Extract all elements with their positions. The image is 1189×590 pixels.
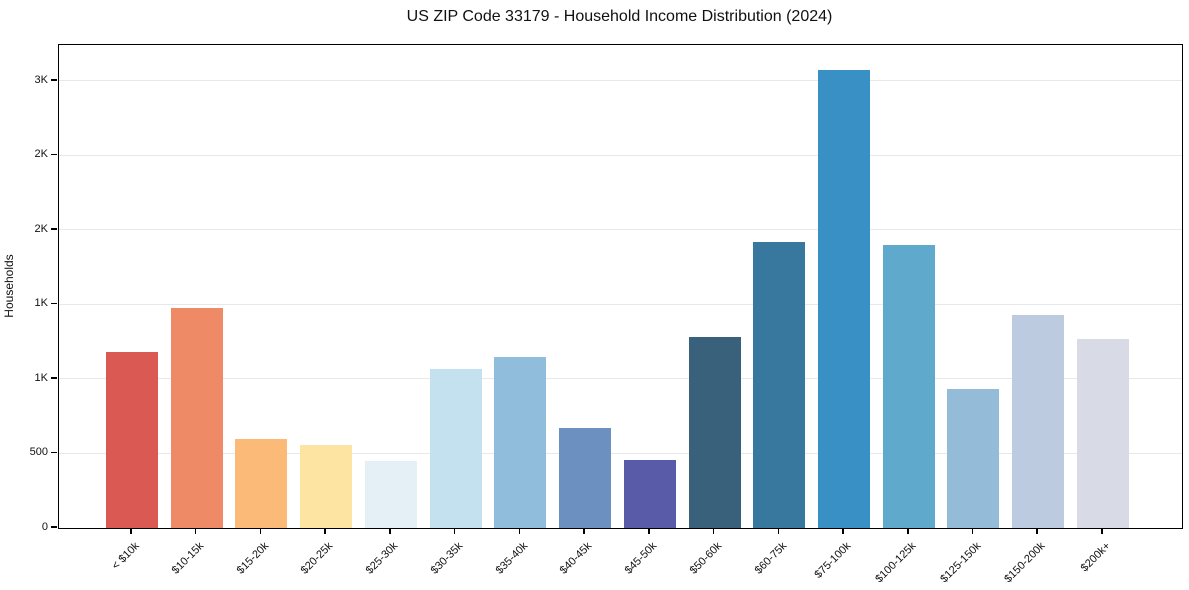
y-tick-label: 2K	[34, 222, 48, 235]
bar	[623, 460, 676, 528]
y-tick-label: 2K	[34, 148, 48, 161]
x-tick-label: $15-20k	[234, 540, 271, 577]
x-tick-mark	[518, 528, 521, 534]
bar	[947, 388, 1000, 528]
gridline	[59, 80, 1182, 82]
x-tick-mark	[1036, 528, 1038, 534]
x-tick-label: $35-40k	[493, 540, 530, 577]
y-tick-label: 500	[29, 446, 48, 459]
bar	[235, 439, 288, 528]
x-tick-label: $125-150k	[937, 540, 983, 586]
chart-title: US ZIP Code 33179 - Household Income Dis…	[406, 8, 833, 25]
x-tick-label: $50-60k	[687, 540, 725, 577]
y-tick-mark	[51, 526, 57, 528]
bar	[1012, 314, 1065, 528]
gridline	[59, 154, 1182, 156]
x-tick-mark	[389, 528, 391, 534]
x-tick-label: $10-15k	[169, 540, 207, 577]
x-tick-label: $75-100k	[812, 540, 854, 581]
y-tick-mark	[51, 79, 57, 81]
x-tick-mark	[194, 528, 197, 534]
bar	[364, 460, 417, 528]
y-tick-mark	[51, 377, 57, 379]
bar	[559, 428, 612, 528]
gridline	[59, 452, 1182, 454]
y-axis-label: Households	[2, 254, 16, 318]
gridline	[59, 378, 1182, 380]
x-tick-mark	[907, 528, 909, 534]
x-tick-mark	[777, 528, 780, 534]
bar	[170, 308, 223, 528]
x-tick-mark	[324, 528, 326, 534]
x-tick-mark	[971, 528, 974, 534]
bar	[818, 69, 871, 528]
x-tick-label: $150-200k	[1002, 540, 1048, 586]
x-tick-label: $40-45k	[558, 540, 595, 577]
y-tick-mark	[51, 153, 57, 156]
x-tick-mark	[712, 528, 715, 534]
x-tick-label: $25-30k	[363, 540, 401, 577]
y-tick-mark	[51, 228, 57, 230]
bar	[882, 244, 935, 528]
y-tick-label: 0	[41, 521, 48, 533]
x-tick-label: $200k+	[1078, 540, 1113, 575]
bar	[688, 337, 741, 528]
y-tick-label: 1K	[34, 371, 48, 384]
x-tick-mark	[583, 528, 585, 534]
bar	[429, 368, 482, 528]
gridline	[59, 229, 1182, 231]
x-tick-mark	[259, 528, 262, 534]
y-tick-label: 1K	[34, 297, 48, 310]
x-tick-label: $20-25k	[299, 540, 336, 577]
x-tick-mark	[130, 528, 132, 534]
x-tick-label: $60-75k	[752, 540, 789, 577]
bar	[494, 356, 547, 528]
bar	[300, 444, 353, 528]
y-tick-mark	[51, 451, 57, 454]
bar	[1076, 339, 1129, 528]
x-tick-label: $30-35k	[428, 540, 466, 577]
x-tick-label: $45-50k	[622, 540, 660, 577]
x-tick-mark	[648, 528, 650, 534]
x-tick-mark	[453, 528, 456, 534]
bar	[106, 352, 158, 528]
x-tick-mark	[1101, 528, 1103, 534]
y-tick-mark	[51, 302, 57, 305]
x-tick-label: < $10k	[109, 540, 142, 573]
bar	[753, 241, 806, 528]
plot-area	[58, 44, 1183, 529]
x-tick-mark	[842, 528, 844, 534]
gridline	[59, 303, 1182, 305]
y-tick-label: 3K	[34, 73, 48, 86]
x-tick-label: $100-125k	[872, 540, 919, 586]
